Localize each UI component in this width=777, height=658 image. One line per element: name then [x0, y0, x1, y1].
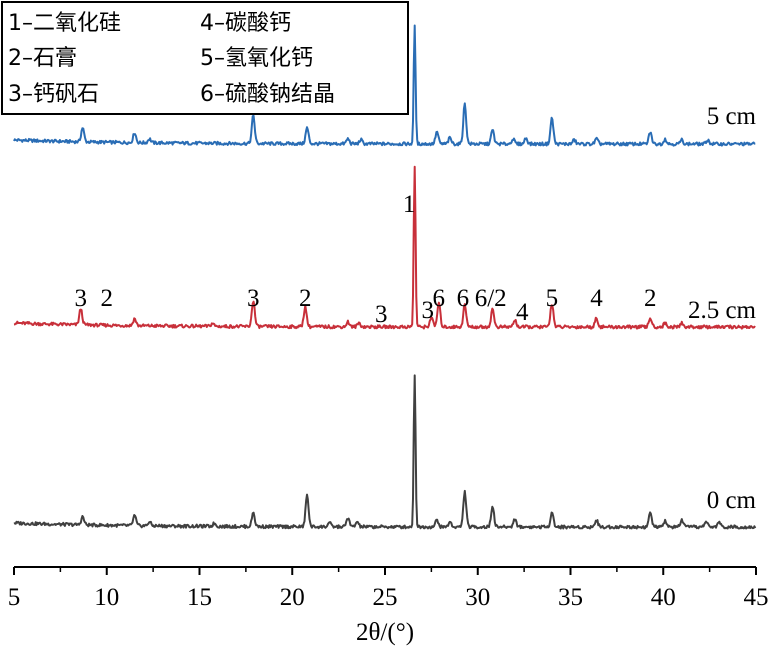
x-tick-label: 5: [8, 584, 21, 611]
legend-entry-4: 4–碳酸钙: [200, 11, 291, 36]
legend-box: [1, 1, 409, 115]
series-label-0-cm: 0 cm: [707, 487, 757, 514]
series-label-5-cm: 5 cm: [707, 103, 757, 130]
series-line-0-cm: [13, 374, 757, 530]
series-label-2-5-cm: 2.5 cm: [688, 297, 757, 324]
x-tick-label: 45: [744, 584, 769, 611]
peak-label: 3: [247, 285, 260, 312]
legend: 1–二氧化硅 2–石膏 3–钙矾石 4–碳酸钙 5–氢氧化钙 6–硫酸钠结晶: [1, 1, 409, 115]
x-tick-label: 25: [373, 584, 398, 611]
peak-label: 3: [375, 301, 388, 328]
series-line-5-cm: [13, 24, 756, 147]
legend-entry-6: 6–硫酸钠结晶: [200, 82, 335, 107]
legend-entry-3: 3–钙矾石: [8, 82, 99, 107]
legend-entry-1: 1–二氧化硅: [8, 11, 121, 36]
legend-entry-2: 2–石膏: [8, 46, 77, 71]
x-tick-label: 40: [651, 584, 676, 611]
peak-label: 2: [299, 285, 312, 312]
peak-label: 2: [644, 285, 657, 312]
x-tick-label: 35: [558, 584, 583, 611]
peak-label: 4: [516, 299, 529, 326]
peak-label: 5: [546, 285, 559, 312]
peak-label: 6/2: [475, 285, 507, 312]
x-tick-label: 20: [280, 584, 305, 611]
peak-label: 4: [590, 285, 603, 312]
series-layer: [13, 24, 757, 530]
peak-label: 2: [101, 285, 114, 312]
peak-label: 1: [403, 191, 416, 218]
x-tick-label: 10: [94, 584, 119, 611]
peak-label: 6: [433, 285, 446, 312]
x-tick-label: 30: [465, 584, 490, 611]
series-line-2-5-cm: [13, 165, 756, 330]
x-tick-label: 15: [187, 584, 212, 611]
x-axis-label: 2θ/(°): [356, 619, 414, 646]
legend-entry-5: 5–氢氧化钙: [200, 46, 313, 71]
x-axis: 5 10 15 20 25 30 35 40 45: [8, 566, 769, 611]
peak-label: 6: [457, 285, 470, 312]
peak-label: 3: [421, 297, 434, 324]
peak-label: 3: [75, 285, 88, 312]
